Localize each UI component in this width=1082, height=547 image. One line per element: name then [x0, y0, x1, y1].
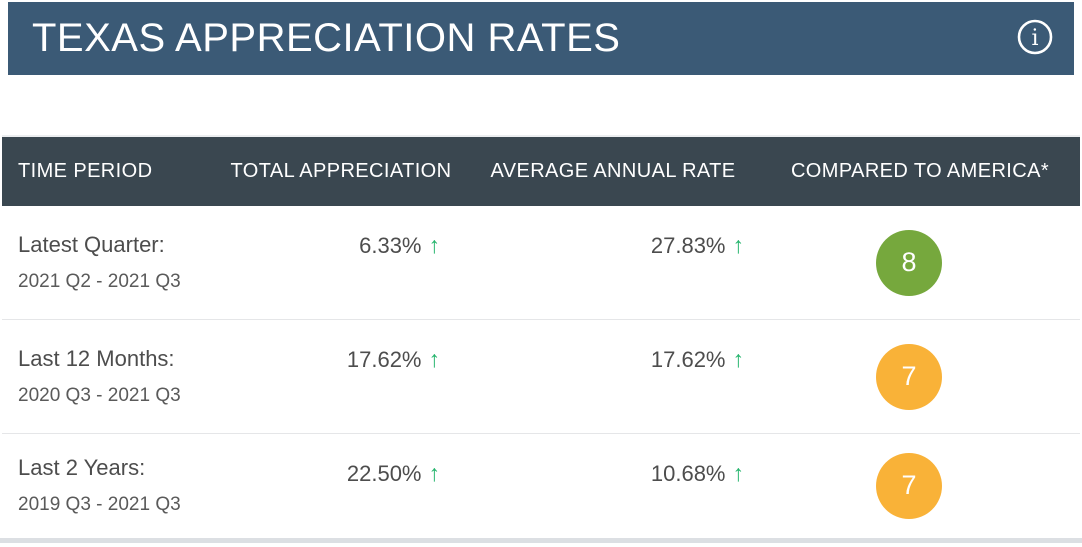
page-title: TEXAS APPRECIATION RATES — [32, 16, 621, 60]
period-label: Last 2 Years: — [18, 455, 146, 480]
average-annual-rate-cell: 10.68% ↑ — [460, 434, 766, 487]
total-appreciation-value: 6.33% — [359, 233, 422, 258]
table-row: Last 2 Years: 2019 Q3 - 2021 Q3 22.50% ↑ … — [2, 434, 1080, 537]
table-row: Latest Quarter: 2021 Q2 - 2021 Q3 6.33% ↑… — [2, 206, 1080, 320]
time-period-cell: Latest Quarter: 2021 Q2 - 2021 Q3 — [2, 232, 222, 293]
column-header-total-appreciation: TOTAL APPRECIATION — [230, 160, 452, 182]
total-appreciation-value: 17.62% — [346, 347, 422, 372]
up-arrow-icon: ↑ — [732, 232, 745, 258]
svg-text:i: i — [1031, 26, 1038, 51]
up-arrow-icon: ↑ — [428, 460, 441, 486]
time-period-cell: Last 12 Months: 2020 Q3 - 2021 Q3 — [2, 346, 222, 407]
average-annual-rate-value: 10.68% — [650, 461, 726, 486]
info-button[interactable]: i — [1016, 18, 1054, 59]
period-range: 2021 Q2 - 2021 Q3 — [18, 271, 181, 292]
total-appreciation-cell: 22.50% ↑ — [222, 434, 460, 487]
period-label: Latest Quarter: — [18, 232, 165, 257]
total-appreciation-cell: 17.62% ↑ — [222, 320, 460, 373]
up-arrow-icon: ↑ — [428, 232, 441, 258]
column-header-time-period: TIME PERIOD — [18, 160, 153, 182]
average-annual-rate-value: 27.83% — [650, 233, 726, 258]
average-annual-rate-cell: 17.62% ↑ — [460, 320, 766, 373]
title-bar: TEXAS APPRECIATION RATES i — [8, 2, 1074, 75]
rank-badge: 7 — [876, 452, 942, 519]
up-arrow-icon: ↑ — [428, 346, 441, 372]
compared-to-america-cell: 8 — [766, 229, 1080, 296]
period-range: 2020 Q3 - 2021 Q3 — [18, 385, 181, 406]
info-icon: i — [1016, 18, 1054, 59]
column-header-average-annual-rate: AVERAGE ANNUAL RATE — [490, 160, 736, 182]
rank-badge: 8 — [876, 229, 942, 296]
period-range: 2019 Q3 - 2021 Q3 — [18, 494, 181, 515]
up-arrow-icon: ↑ — [732, 460, 745, 486]
rank-badge: 7 — [876, 343, 942, 410]
average-annual-rate-value: 17.62% — [650, 347, 726, 372]
appreciation-rates-table: TIME PERIOD TOTAL APPRECIATION AVERAGE A… — [2, 135, 1080, 537]
column-header-compared-to-america: COMPARED TO AMERICA* — [790, 160, 1050, 182]
time-period-cell: Last 2 Years: 2019 Q3 - 2021 Q3 — [2, 455, 222, 516]
table-row: Last 12 Months: 2020 Q3 - 2021 Q3 17.62%… — [2, 320, 1080, 434]
total-appreciation-cell: 6.33% ↑ — [222, 206, 460, 259]
compared-to-america-cell: 7 — [766, 452, 1080, 519]
section-divider — [0, 538, 1082, 543]
average-annual-rate-cell: 27.83% ↑ — [460, 206, 766, 259]
compared-to-america-cell: 7 — [766, 343, 1080, 410]
table-header-row: TIME PERIOD TOTAL APPRECIATION AVERAGE A… — [2, 137, 1080, 206]
period-label: Last 12 Months: — [18, 346, 175, 371]
up-arrow-icon: ↑ — [732, 346, 745, 372]
total-appreciation-value: 22.50% — [346, 461, 422, 486]
